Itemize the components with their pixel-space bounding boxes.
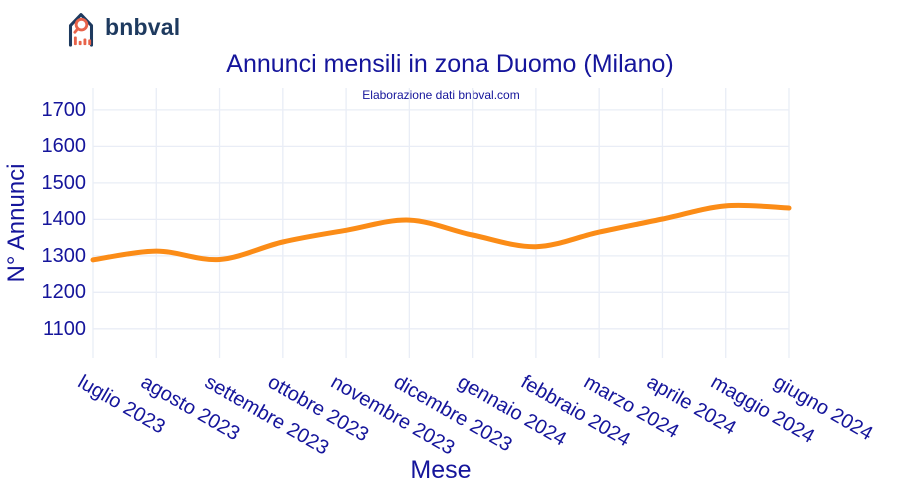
- chart-subtitle: Elaborazione dati bnbval.com: [362, 88, 520, 102]
- bnbval-logo-icon: [68, 13, 94, 47]
- y-tick-label: 1700: [41, 98, 87, 121]
- series-line-annunci: [90, 202, 792, 263]
- y-tick-label: 1300: [41, 244, 87, 267]
- y-tick-label: 1500: [41, 171, 87, 194]
- y-tick-label: 1100: [42, 317, 86, 340]
- y-tick-label: 1400: [41, 208, 87, 231]
- y-tick-label: 1200: [41, 281, 87, 304]
- magnifier-icon: [74, 17, 89, 32]
- magnifier-handle-icon: [73, 27, 79, 34]
- bar-chart-icon: [73, 36, 92, 46]
- logo-wordmark: bnbval: [105, 13, 181, 40]
- gridlines: [92, 88, 790, 358]
- chart-title: Annunci mensili in zona Duomo (Milano): [226, 50, 674, 78]
- house-icon: [68, 13, 94, 47]
- y-tick-label: 1600: [41, 135, 87, 158]
- bnbval-logo[interactable]: bnbval: [60, 6, 180, 48]
- x-axis-title: Mese: [410, 456, 472, 484]
